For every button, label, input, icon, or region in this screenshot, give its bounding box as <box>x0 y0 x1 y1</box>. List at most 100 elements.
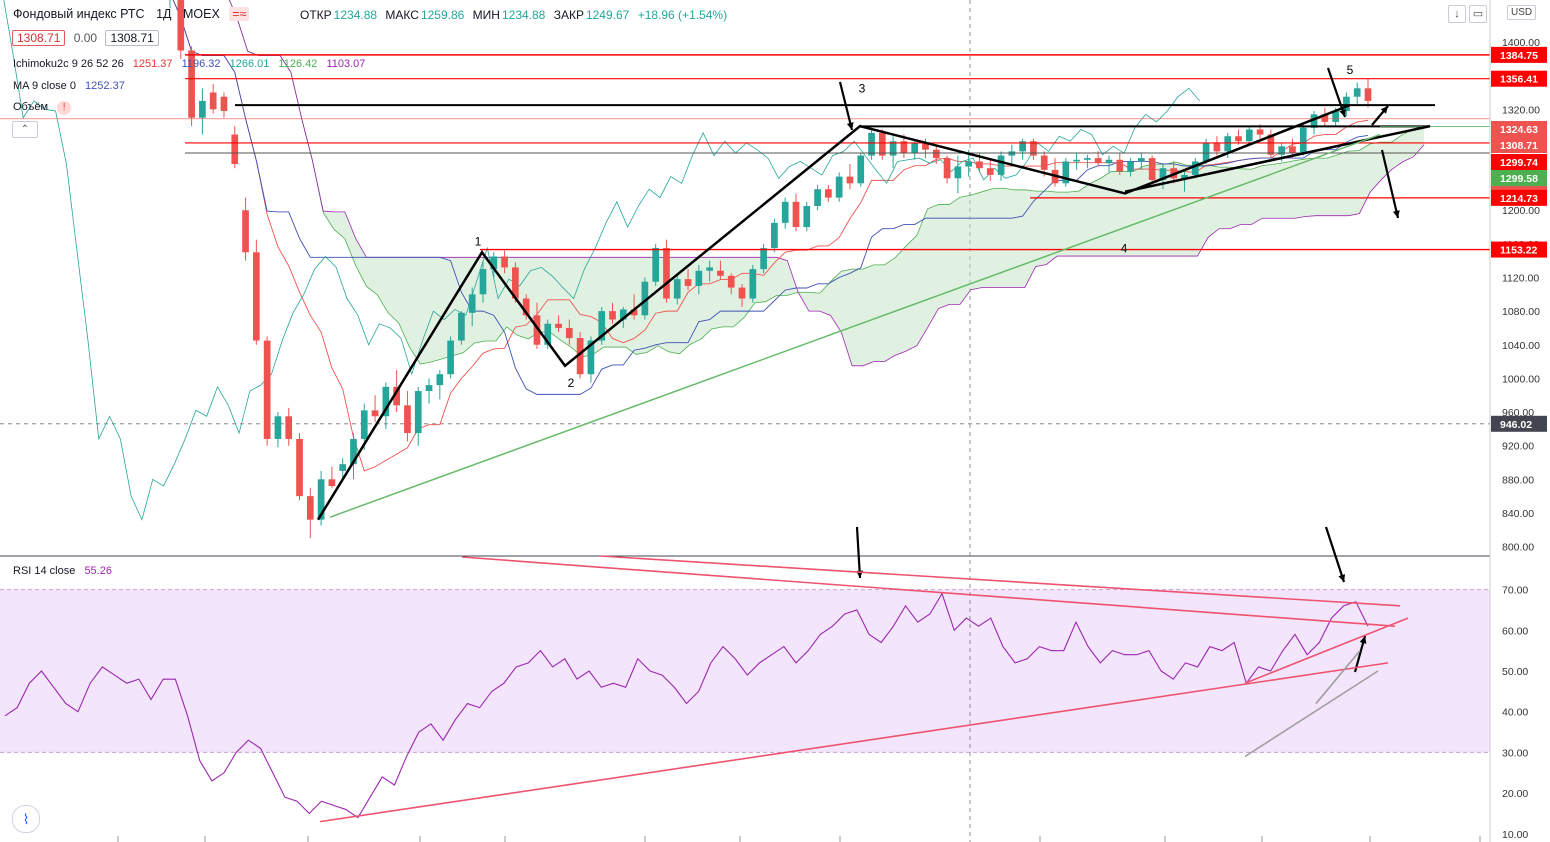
rsi-tick-label: 40.00 <box>1502 707 1528 719</box>
candle-body <box>954 166 962 179</box>
buy-button[interactable]: 1308.71 <box>105 30 159 46</box>
interval[interactable]: 1Д <box>156 7 172 21</box>
candle-body <box>1353 88 1361 97</box>
warning-icon[interactable]: ! <box>57 101 72 115</box>
candle-body <box>252 252 260 341</box>
candle-body <box>846 176 854 184</box>
level-label: 1214.73 <box>1500 193 1538 205</box>
candle-body <box>458 312 465 341</box>
candle-body <box>1159 168 1167 180</box>
elliott-wave-line <box>316 103 1351 521</box>
candle-body <box>1364 88 1372 101</box>
rsi-tick-label: 60.00 <box>1502 625 1528 637</box>
candle-body <box>285 416 293 439</box>
sell-button[interactable]: 1308.71 <box>12 30 66 46</box>
level-label-bg <box>1491 189 1547 206</box>
candle-body <box>490 256 498 270</box>
candle-body <box>242 210 249 253</box>
symbol-header[interactable]: Фондовый индекс РТС 1Д MOEX =≈ <box>13 7 250 21</box>
ichimoku-legend[interactable]: Ichimoku2c 9 26 52 26 1251.37 1196.32 12… <box>13 58 371 70</box>
rsi-legend[interactable]: RSI 14 close 55.26 <box>13 565 118 577</box>
candle-body <box>889 141 897 156</box>
arrow-5-head <box>1339 109 1346 117</box>
collapse-legend-button[interactable]: ⌃ <box>12 121 38 138</box>
candle-body <box>1245 129 1253 142</box>
drawings: 1 2 3 4 5 <box>0 54 1490 673</box>
candle-body <box>673 279 681 299</box>
low-label: МИН <box>472 8 500 22</box>
candle-body <box>1343 96 1350 111</box>
symbol-name[interactable]: Фондовый индекс РТС <box>13 7 145 21</box>
candle-body <box>878 132 886 156</box>
candle-body <box>1181 174 1188 179</box>
rsi-band <box>0 589 1490 753</box>
candle-body <box>468 294 476 313</box>
candle-body <box>1213 142 1221 152</box>
ma-legend[interactable]: MA 9 close 0 1252.37 <box>13 80 131 92</box>
candle-body <box>932 149 940 159</box>
open-value: 1234.88 <box>333 8 378 22</box>
candle-body <box>922 142 929 150</box>
candle-body <box>1073 159 1080 162</box>
wedge-upper-line <box>1124 124 1431 193</box>
candle-body <box>1278 146 1286 155</box>
candle-body <box>900 141 908 154</box>
arrow-down-target <box>1380 149 1400 219</box>
candle-body <box>199 100 206 118</box>
level-label-bg <box>1491 170 1547 186</box>
candle-body <box>749 269 757 299</box>
compare-icon[interactable]: =≈ <box>229 7 250 21</box>
wave-label-3: 3 <box>859 82 866 96</box>
price-tick-label: 1080.00 <box>1502 306 1540 318</box>
candle-body <box>1332 111 1339 122</box>
candle-body <box>997 155 1005 175</box>
high-label: МАКС <box>385 8 419 22</box>
maximize-icon[interactable]: ▭ <box>1469 5 1487 23</box>
arrow-down-target-head <box>1392 210 1400 218</box>
price-tick-label: 920.00 <box>1502 441 1534 453</box>
level-label-bg <box>1491 154 1547 170</box>
currency-button[interactable]: USD <box>1507 5 1537 20</box>
level-label: 1384.75 <box>1500 50 1538 62</box>
level-label: 1299.74 <box>1500 157 1538 169</box>
arrow-5 <box>1326 67 1347 118</box>
candle-body <box>1321 114 1329 122</box>
kijun-line <box>172 0 1369 395</box>
candle-body <box>976 161 983 169</box>
candle-body <box>1094 158 1102 164</box>
candle-body <box>663 248 670 299</box>
ma-label: MA 9 close 0 <box>13 80 76 92</box>
candle-body <box>1289 146 1296 154</box>
volume-legend[interactable]: Объём ! <box>13 101 77 115</box>
candle-body <box>792 201 800 228</box>
span-a-line <box>228 0 1425 365</box>
tradingview-logo-icon[interactable]: ⌇ <box>12 805 40 833</box>
level-label: 1153.22 <box>1500 245 1538 257</box>
candle-body <box>425 385 433 392</box>
wave-label-5: 5 <box>1347 63 1354 77</box>
candle-body <box>1062 161 1070 184</box>
rsi-trend-lower-2 <box>1244 617 1409 684</box>
move-down-icon[interactable]: ↓ <box>1448 5 1466 23</box>
spread-value: 0.00 <box>73 31 98 45</box>
candle-body <box>857 155 865 184</box>
rsi-tick-label: 20.00 <box>1502 788 1528 800</box>
candle-body <box>317 479 325 520</box>
level-label-bg <box>1491 241 1547 258</box>
rsi-gray-line-2 <box>1315 650 1361 705</box>
level-label-bg <box>1491 70 1547 87</box>
high-value: 1259.86 <box>420 8 465 22</box>
candle-body <box>911 142 919 154</box>
ma-value: 1252.37 <box>85 80 125 92</box>
candle-body <box>350 438 357 465</box>
candle-body <box>1127 161 1134 172</box>
candle-body <box>555 323 562 328</box>
level-label-bg <box>1491 415 1547 432</box>
price-tick-label: 1040.00 <box>1502 340 1540 352</box>
ichimoku-spanb-value: 1103.07 <box>326 58 366 70</box>
candle-body <box>771 222 778 249</box>
price-tick-label: 1200.00 <box>1502 205 1540 217</box>
candle-body <box>328 479 336 487</box>
open-label: ОТКР <box>300 8 332 22</box>
